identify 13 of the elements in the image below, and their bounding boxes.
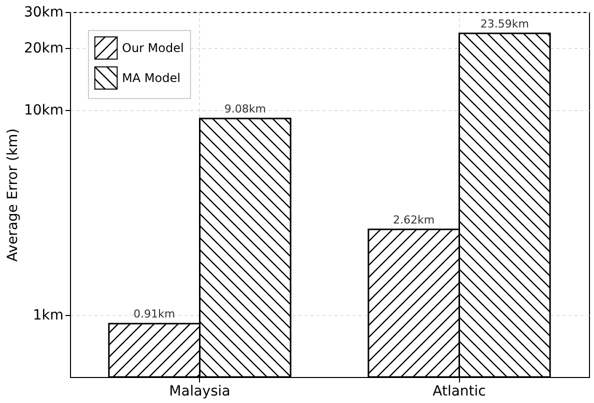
y-axis-title: Average Error (km)	[4, 128, 21, 262]
y-tick-label: 1km	[32, 308, 64, 324]
y-tick-label: 20km	[24, 40, 64, 57]
legend-label: Our Model	[122, 41, 184, 55]
x-tick-label: Malaysia	[169, 384, 230, 400]
y-tick-label: 30km	[24, 4, 64, 20]
data-label: 23.59km	[480, 17, 529, 30]
y-tick-label: 10km	[24, 102, 64, 118]
data-label: 0.91km	[134, 308, 176, 321]
x-tick-label: Atlantic	[432, 384, 486, 400]
legend-label: MA Model	[122, 71, 180, 85]
data-label: 2.62km	[393, 213, 435, 226]
data-label: 9.08km	[224, 102, 266, 116]
